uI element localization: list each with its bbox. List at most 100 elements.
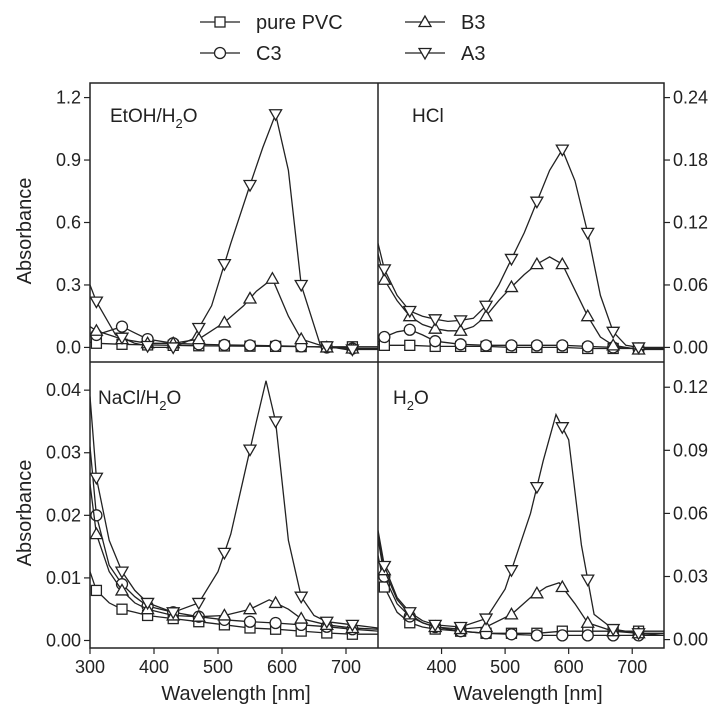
circle-marker [269,339,282,352]
triangle-up-marker [294,331,309,345]
y-tick-label: 0.01 [46,568,81,588]
triangle-down-marker [294,591,309,604]
circle-marker [429,335,442,348]
triangle-up-marker [242,601,258,615]
triangle-up-marker [378,272,392,285]
panel-label: NaCl/H2O [98,388,181,413]
circle-marker [556,629,569,642]
series-line [378,148,664,349]
circle-marker [378,330,391,344]
y-tick-label: 0.09 [673,440,708,460]
series-line [90,483,378,630]
square-marker [116,603,128,615]
legend-item-a3: A3 [405,43,485,65]
triangle-down-marker [453,315,468,328]
legend-label: pure PVC [256,12,343,34]
triangle-down-marker [319,341,334,354]
series-line [90,111,378,351]
circle-marker [213,46,227,60]
circle-marker [243,615,257,628]
outer-frame [89,82,665,649]
series-a3 [90,109,378,357]
triangle-down-marker [606,623,621,637]
triangle-down-marker [166,342,181,355]
triangle-down-marker [217,258,232,272]
panel-label: EtOH/H2O [110,106,197,131]
triangle-down-marker [428,314,443,327]
triangle-up-marker [265,271,280,284]
triangle-down-marker [114,332,130,346]
triangle-up-marker [90,323,104,336]
triangle-down-marker [268,416,283,429]
series-a3 [378,412,664,641]
x-tick-label: 700 [617,657,647,677]
y-tick-label: 0.04 [46,380,81,400]
legend-item-b3: B3 [405,12,485,34]
y-tick-label: 0.06 [673,503,708,523]
y-tick-label: 0.12 [673,377,708,397]
series-line [90,380,378,629]
triangle-up-marker [217,608,232,621]
triangle-up-marker [504,607,519,620]
circle-marker [218,338,231,352]
triangle-down-marker [90,296,104,309]
triangle-up-marker [217,315,232,328]
y-tick-label: 0.3 [56,275,81,295]
circle-marker [581,629,594,642]
square-marker [404,339,416,351]
triangle-down-marker [140,597,155,611]
circle-marker [403,323,416,336]
triangle-down-marker [555,144,570,157]
triangle-down-marker [242,444,258,457]
legend-label: C3 [256,43,282,65]
series-line [378,538,664,637]
triangle-up-marker [580,615,595,628]
triangle-down-marker [417,47,433,61]
triangle-up-marker [268,595,283,609]
legend-label: A3 [461,43,485,65]
triangle-up-marker [555,579,570,593]
x-tick-label: 500 [203,657,233,677]
triangle-down-marker [114,566,130,579]
series-b3 [378,253,664,355]
triangle-down-marker [580,574,595,587]
y-tick-label: 0.00 [46,630,81,650]
triangle-down-marker [580,227,595,241]
triangle-up-marker [428,321,443,334]
y-tick-label: 0.0 [56,337,81,357]
plot-area [90,380,378,640]
plot-area [90,109,378,357]
triangle-down-marker [402,305,417,319]
plot-area [378,412,664,642]
triangle-down-marker [345,344,360,357]
x-tick-label: 500 [490,657,520,677]
y-tick-label: 0.24 [673,88,708,108]
triangle-down-marker [294,279,309,293]
triangle-down-marker [217,547,232,561]
triangle-down-marker [378,560,392,574]
triangle-down-marker [504,253,519,267]
series-c3 [90,446,378,636]
circle-marker [505,628,518,641]
triangle-up-marker [606,338,621,351]
triangle-up-marker [555,256,570,270]
series-pure-pvc [378,555,664,639]
triangle-down-marker [428,619,443,633]
triangle-down-marker [453,621,468,635]
triangle-up-marker [504,279,519,293]
panel-h2o: H2O 0.00 0.03 0.06 0.09 0.12 400 500 600 700 [378,377,708,677]
plot-area [378,144,664,355]
circle-marker [115,320,129,333]
y-tick-label: 0.00 [673,337,708,357]
triangle-up-marker [114,583,130,596]
triangle-down-marker [191,597,206,611]
series-line [90,571,378,635]
square-marker [90,584,103,597]
triangle-down-marker [345,619,360,633]
x-tick-label: 600 [267,657,297,677]
triangle-up-marker [529,256,545,270]
y-tick-label: 0.6 [56,213,81,233]
triangle-down-marker [191,322,206,336]
y-tick-label: 1.2 [56,88,81,108]
